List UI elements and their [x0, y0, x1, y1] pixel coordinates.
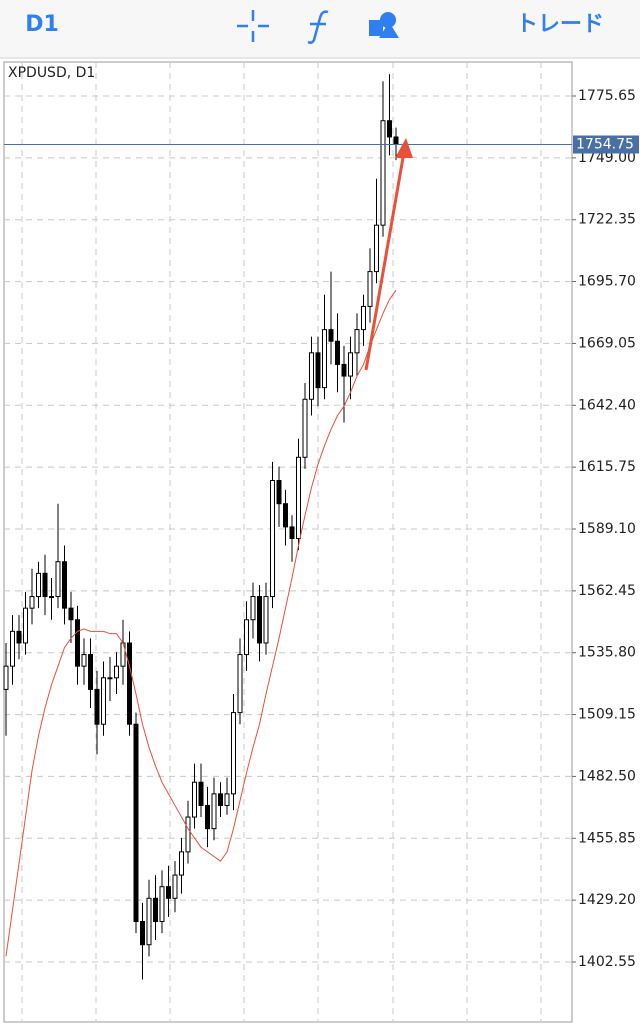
candle-body [374, 224, 379, 273]
candle-body [49, 596, 54, 599]
candle-body [159, 886, 165, 922]
candle-body [10, 630, 15, 667]
candle-body [192, 781, 197, 818]
candle-body [185, 816, 191, 853]
candle-body [244, 619, 249, 656]
candle-body [322, 329, 327, 389]
candle-body [166, 886, 171, 899]
candle-body [127, 642, 132, 725]
candle-body [393, 136, 399, 145]
candle-body [36, 572, 41, 598]
candle-body [55, 561, 61, 598]
candle-body [380, 120, 386, 226]
candle-body [231, 712, 236, 795]
timeframe-button[interactable]: D1 [25, 12, 59, 37]
candle-body [263, 596, 269, 644]
candle-body [94, 688, 100, 725]
plot-frame [3, 61, 573, 1023]
candle-body [237, 654, 243, 714]
candle-body [211, 793, 217, 830]
crosshair-button[interactable] [237, 10, 269, 42]
candle-body [387, 120, 392, 138]
candle-body [42, 572, 48, 598]
y-tick-label: 1429.20 [578, 892, 636, 908]
candle-body [224, 793, 230, 806]
y-tick-label: 1669.05 [578, 335, 636, 351]
candle-body [257, 596, 262, 644]
candle-body [348, 352, 353, 377]
candle-body [81, 654, 87, 667]
candle-body [179, 851, 184, 876]
candle-body [3, 665, 9, 690]
y-tick-label: 1589.10 [578, 521, 636, 537]
annotation-arrowhead [395, 138, 413, 158]
y-tick-label: 1455.85 [578, 830, 636, 846]
y-tick-label: 1642.40 [578, 397, 636, 413]
y-tick-label: 1535.80 [578, 645, 636, 661]
candle-body [367, 271, 373, 307]
candle-body [341, 363, 347, 377]
y-tick-label: 1482.50 [578, 768, 636, 784]
candle-body [315, 352, 321, 389]
candle-body [250, 596, 256, 621]
candle-body [133, 723, 139, 922]
candle-body [16, 630, 22, 644]
candle-body [107, 677, 113, 680]
candle-body [68, 607, 74, 621]
candle-body [114, 665, 119, 679]
candle-body [75, 619, 80, 667]
candle-body [205, 804, 210, 830]
current-price-badge [573, 135, 639, 154]
candle-body [361, 305, 366, 331]
candle-body [283, 503, 288, 528]
candle-body [296, 456, 301, 540]
candle-body [309, 352, 314, 400]
candle-body [153, 897, 158, 922]
candle-body [270, 479, 275, 598]
candle-body [354, 329, 360, 354]
moving-average [5, 289, 397, 957]
candle-body [140, 920, 145, 946]
candle-body [328, 329, 334, 342]
candle-body [335, 340, 340, 365]
candle-body [23, 607, 28, 644]
y-tick-label: 1775.65 [578, 88, 636, 104]
time-grid [21, 62, 542, 1022]
toolbar [0, 0, 640, 58]
current-price-label: 1754.75 [576, 137, 634, 153]
symbol-label: XPDUSD, D1 [8, 65, 95, 81]
candle-body [198, 781, 204, 806]
annotation-arrow [364, 151, 406, 371]
candle-body [101, 677, 106, 725]
candle-body [276, 479, 282, 505]
y-tick-label: 1722.35 [578, 212, 636, 228]
y-tick-label: 1509.15 [578, 707, 636, 723]
candle-body [172, 874, 178, 899]
candle-body [218, 793, 223, 806]
candle-body [302, 398, 308, 458]
y-tick-label: 1615.75 [578, 459, 636, 475]
y-tick-label: 1402.55 [578, 954, 636, 970]
candle-body [146, 897, 152, 946]
candle-body [29, 596, 35, 609]
y-tick-label: 1562.45 [578, 583, 636, 599]
candle-body [88, 654, 93, 690]
candle-body [289, 526, 295, 540]
indicator-button[interactable] [307, 10, 329, 44]
y-tick-label: 1695.70 [578, 274, 636, 290]
trade-button[interactable]: トレード [516, 12, 604, 37]
y-tick-label: 1749.00 [578, 150, 636, 166]
candle-body [62, 561, 67, 609]
objects-button[interactable] [369, 12, 399, 38]
